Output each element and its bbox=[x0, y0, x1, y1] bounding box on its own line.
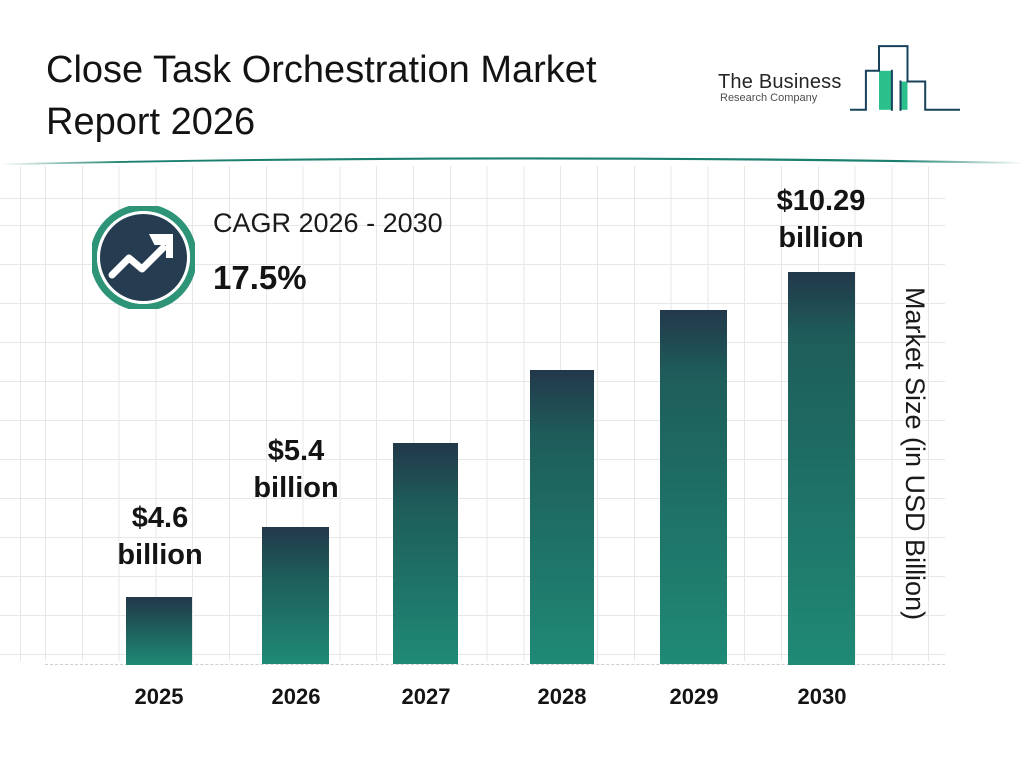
svg-text:The Business: The Business bbox=[718, 71, 842, 93]
svg-text:Research Company: Research Company bbox=[720, 92, 818, 104]
